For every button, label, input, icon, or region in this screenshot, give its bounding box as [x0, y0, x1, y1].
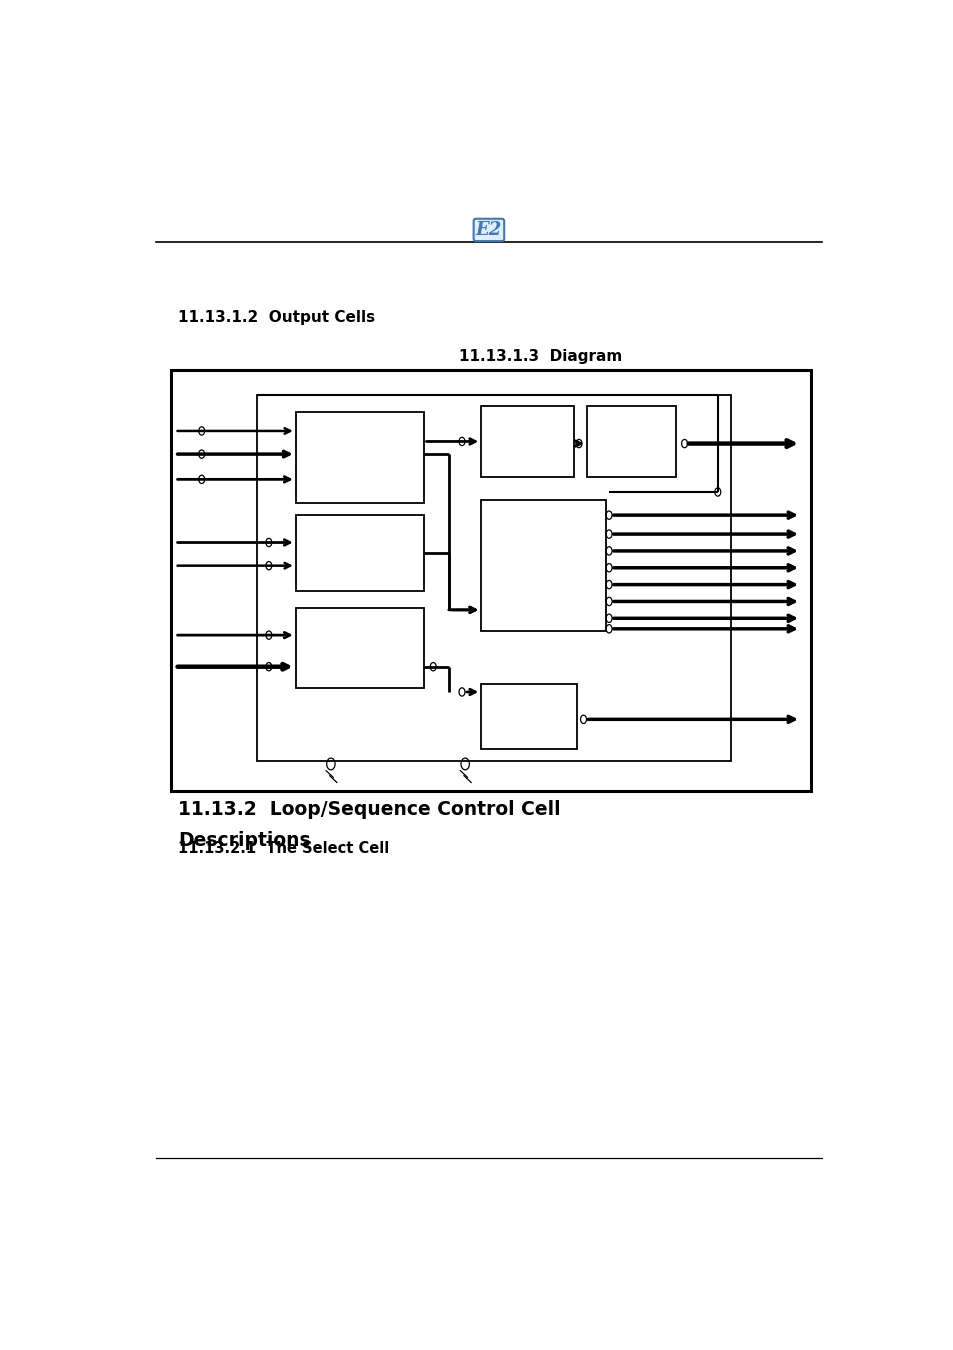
Bar: [295, 608, 423, 687]
Bar: [257, 396, 730, 761]
Bar: [480, 501, 605, 630]
Bar: [295, 516, 423, 591]
Text: 11.13.1.3  Diagram: 11.13.1.3 Diagram: [459, 350, 622, 365]
Bar: [295, 412, 423, 502]
Bar: [480, 683, 577, 749]
Bar: [480, 406, 574, 478]
Bar: [586, 406, 676, 478]
Text: 11.13.2  Loop/Sequence Control Cell: 11.13.2 Loop/Sequence Control Cell: [178, 801, 560, 819]
Bar: [171, 370, 810, 791]
Text: E2: E2: [476, 221, 501, 239]
Text: 11.13.1.2  Output Cells: 11.13.1.2 Output Cells: [178, 309, 375, 324]
Text: Descriptions: Descriptions: [178, 832, 311, 850]
Text: 11.13.2.1  The Select Cell: 11.13.2.1 The Select Cell: [178, 841, 389, 856]
